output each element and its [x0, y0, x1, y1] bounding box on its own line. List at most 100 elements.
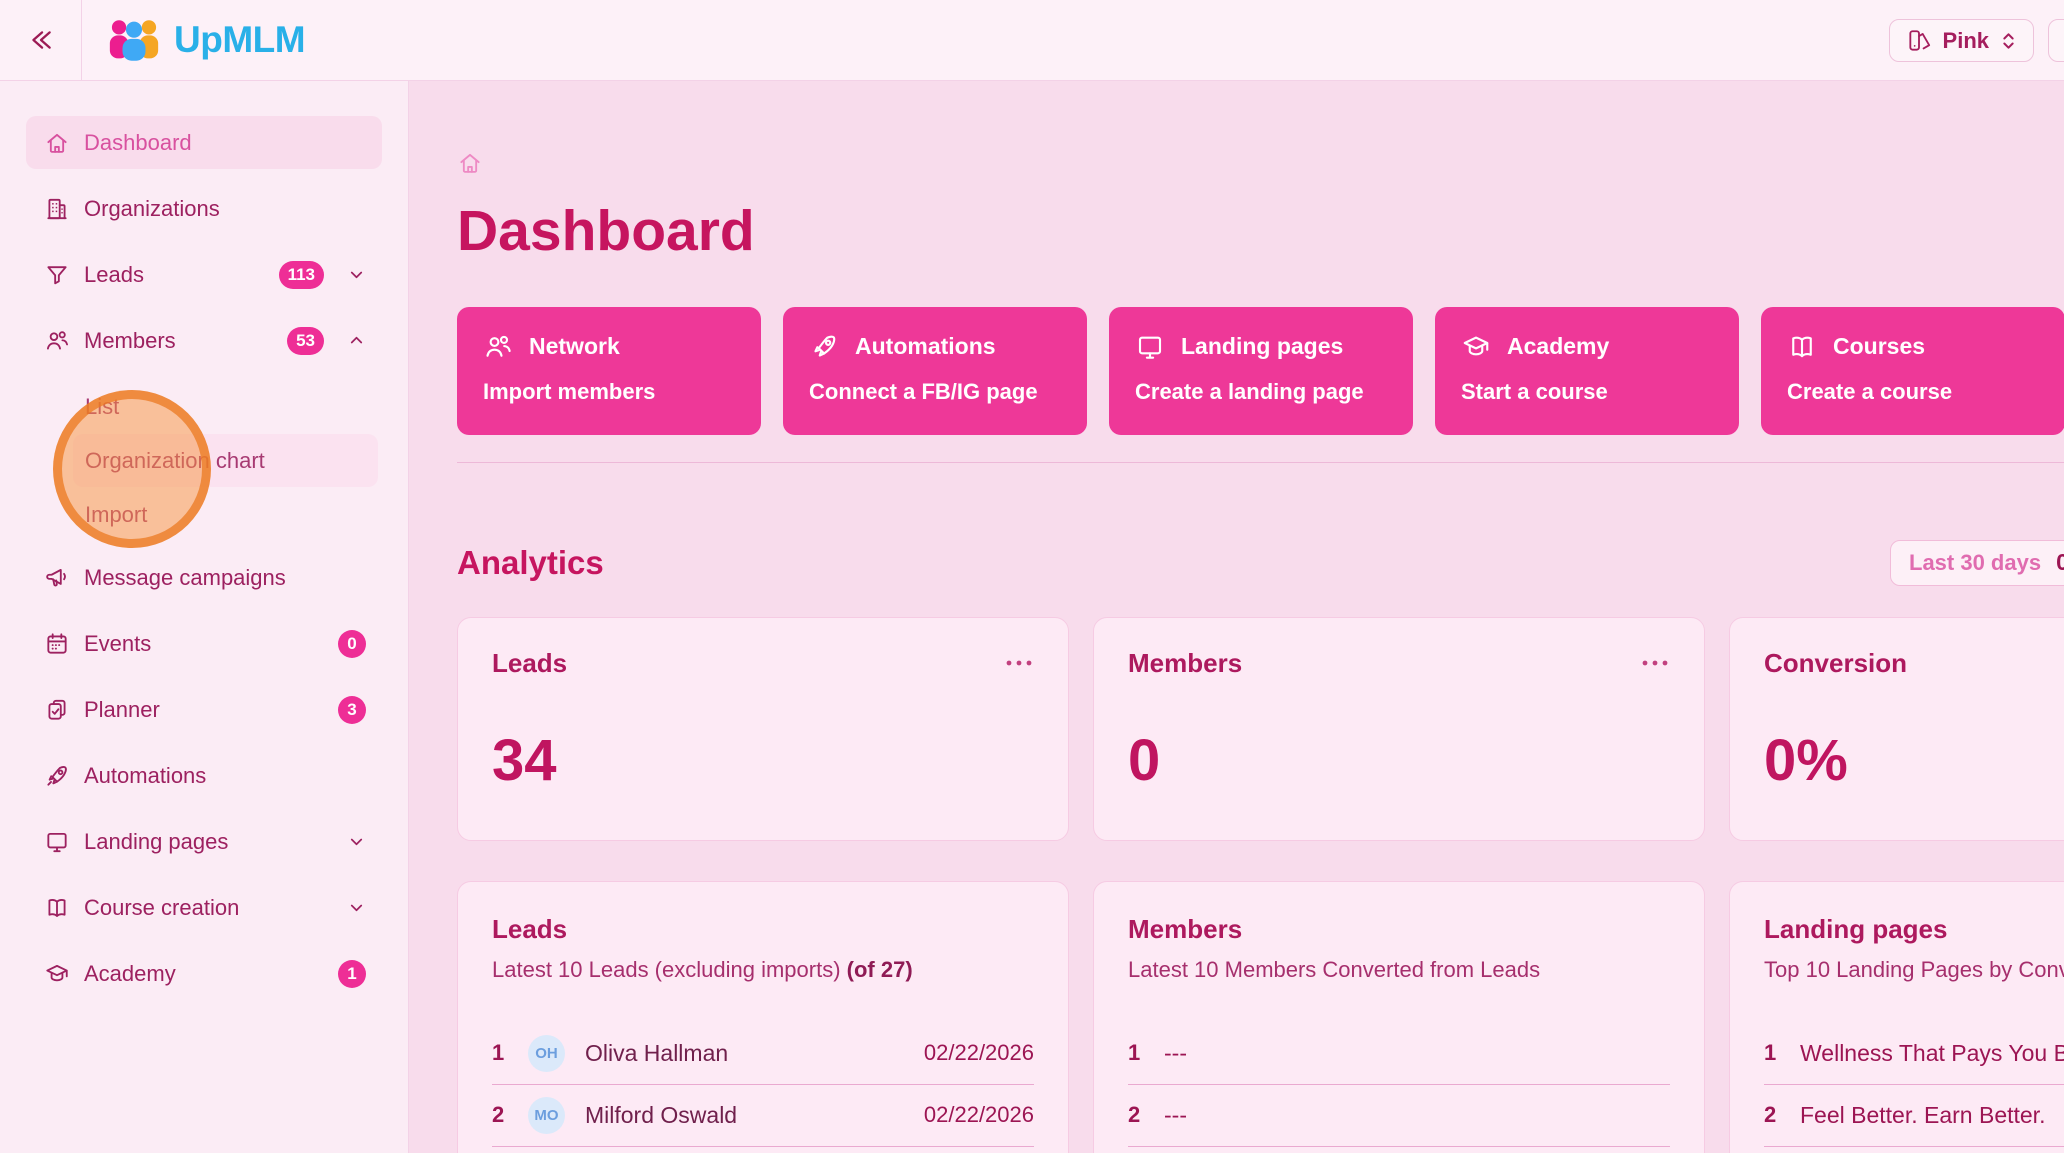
list-row[interactable]: 2 Feel Better. Earn Better.: [1764, 1085, 2064, 1147]
list-row[interactable]: 1 ---: [1128, 1023, 1670, 1085]
sidebar-item-label: Leads: [84, 261, 144, 287]
monitor-icon: [47, 832, 67, 852]
sidebar-item-organizations[interactable]: Organizations: [26, 182, 382, 235]
list-card-members: Members Latest 10 Members Converted from…: [1093, 880, 1705, 1153]
list-subtitle: Latest 10 Members Converted from Leads: [1128, 956, 1541, 982]
ellipsis-menu-icon[interactable]: [1004, 655, 1034, 671]
sidebar-item-label: Message campaigns: [84, 564, 286, 590]
stat-title: Conversion: [1764, 647, 1908, 678]
row-index: 1: [1128, 1040, 1141, 1066]
graduation-cap-icon: [1463, 336, 1489, 355]
people-icon: [46, 330, 68, 350]
date-range-label: Last 30 days: [1909, 549, 2042, 575]
lead-date: 02/22/2026: [923, 1102, 1034, 1128]
funnel-icon: [47, 265, 67, 284]
quick-action-network[interactable]: Network Import members: [457, 306, 761, 435]
sidebar-item-events[interactable]: Events 0: [26, 617, 382, 670]
quick-action-subtitle: Import members: [483, 378, 656, 404]
landing-page-name: Feel Better. Earn Better.: [1800, 1101, 2046, 1128]
member-placeholder: ---: [1164, 1101, 1187, 1128]
sidebar-item-planner[interactable]: Planner 3: [26, 683, 382, 736]
list-row[interactable]: 2 ---: [1128, 1085, 1670, 1147]
lead-name: Milford Oswald: [585, 1101, 738, 1128]
list-subtitle: Top 10 Landing Pages by Convers: [1764, 956, 2064, 982]
double-chevron-left-icon: [31, 31, 51, 49]
theme-selector-value: Pink: [1942, 27, 1989, 53]
list-title: Landing pages: [1764, 913, 1948, 944]
sidebar-subitem-import[interactable]: Import: [73, 488, 378, 541]
stat-card-conversion: Conversion 0%: [1729, 616, 2064, 841]
quick-action-subtitle: Start a course: [1461, 378, 1608, 404]
member-placeholder: ---: [1164, 1039, 1187, 1066]
color-swatch-icon: [1908, 29, 1930, 51]
clipboard-check-icon: [48, 699, 66, 720]
quick-action-academy[interactable]: Academy Start a course: [1435, 306, 1739, 435]
sidebar-item-label: Organizations: [84, 195, 220, 221]
sidebar-item-leads[interactable]: Leads 113: [26, 248, 382, 301]
analytics-header: Analytics Last 30 days 01/2: [457, 539, 2064, 586]
chevron-down-icon: [350, 271, 363, 279]
date-range-value: 01/2: [2056, 549, 2064, 576]
theme-selector-button[interactable]: Pink: [1888, 19, 2034, 62]
megaphone-icon: [46, 568, 66, 586]
graduation-cap-icon: [46, 964, 68, 981]
list-card-leads: Leads Latest 10 Leads (excluding imports…: [457, 880, 1069, 1153]
list-row[interactable]: 1 OH Oliva Hallman 02/22/2026: [492, 1023, 1034, 1085]
people-icon: [486, 335, 511, 357]
quick-actions-row: Network Import members Automations Conne…: [457, 306, 2064, 435]
stats-row: Leads 34 Members 0 Conversio: [457, 616, 2064, 841]
list-row[interactable]: 2 MO Milford Oswald 02/22/2026: [492, 1085, 1034, 1147]
date-range-filter[interactable]: Last 30 days 01/2: [1890, 539, 2064, 586]
sidebar: Dashboard Organizations Leads 113: [0, 81, 409, 1153]
quick-action-courses[interactable]: Courses Create a course: [1761, 306, 2064, 435]
quick-action-subtitle: Create a landing page: [1135, 378, 1364, 404]
sidebar-subitem-organization-chart[interactable]: Organization chart: [73, 434, 378, 487]
sidebar-item-label: Academy: [84, 960, 176, 986]
sidebar-item-course-creation[interactable]: Course creation: [26, 881, 382, 934]
section-divider: [457, 461, 2064, 463]
sidebar-subitem-list[interactable]: List: [73, 380, 378, 433]
chevron-up-icon: [350, 336, 363, 344]
upmlm-logo-icon: [109, 20, 159, 61]
row-index: 2: [1764, 1102, 1777, 1128]
sidebar-item-automations[interactable]: Automations: [26, 749, 382, 802]
sidebar-subitem-label: Organization chart: [85, 447, 265, 473]
row-index: 1: [492, 1040, 505, 1066]
rocket-icon: [47, 765, 67, 786]
stat-value: 0%: [1764, 727, 1848, 793]
list-subtitle: Latest 10 Leads (excluding imports) (of …: [492, 956, 913, 982]
events-count-badge: 0: [338, 629, 366, 658]
avatar: OH: [528, 1034, 565, 1072]
sidebar-subitem-label: List: [85, 393, 120, 419]
home-icon: [47, 133, 67, 153]
sidebar-item-landing-pages[interactable]: Landing pages: [26, 815, 382, 868]
sidebar-item-academy[interactable]: Academy 1: [26, 947, 382, 1000]
sidebar-collapse-button[interactable]: [0, 0, 82, 80]
members-count-badge: 53: [287, 326, 324, 355]
list-row[interactable]: 1 Wellness That Pays You Back: [1764, 1023, 2064, 1085]
sidebar-item-members[interactable]: Members 53: [26, 314, 382, 367]
quick-action-title: Network: [529, 333, 620, 360]
list-title: Leads: [492, 913, 568, 944]
ellipsis-menu-icon[interactable]: [1640, 655, 1670, 671]
quick-action-landing-pages[interactable]: Landing pages Create a landing page: [1109, 306, 1413, 435]
chevron-down-icon: [350, 904, 363, 912]
topbar: UpMLM Pink: [0, 0, 2064, 81]
lists-row: Leads Latest 10 Leads (excluding imports…: [457, 880, 2064, 1153]
sidebar-item-label: Planner: [84, 696, 160, 722]
sidebar-item-label: Events: [84, 630, 152, 656]
topbar-partial-button[interactable]: [2048, 19, 2064, 62]
stat-title: Leads: [492, 647, 568, 678]
quick-action-automations[interactable]: Automations Connect a FB/IG page: [783, 306, 1087, 435]
main-content: Dashboard Network Import members: [410, 81, 2064, 1153]
select-updown-icon: [2003, 32, 2014, 49]
sidebar-item-dashboard[interactable]: Dashboard: [26, 116, 382, 169]
calendar-icon: [47, 632, 67, 654]
sidebar-item-message-campaigns[interactable]: Message campaigns: [26, 551, 382, 604]
app-logo: UpMLM: [106, 17, 306, 63]
stat-card-leads: Leads 34: [457, 616, 1069, 841]
row-index: 2: [492, 1102, 505, 1128]
breadcrumb-home-icon[interactable]: [457, 150, 483, 176]
book-icon: [1792, 336, 1812, 357]
